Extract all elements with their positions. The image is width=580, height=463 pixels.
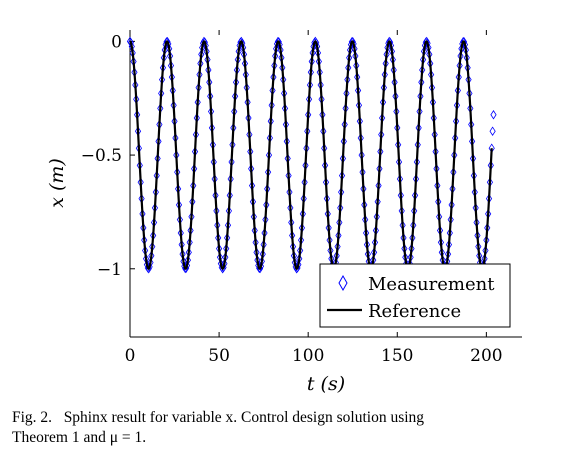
x-tick-label: 50	[208, 346, 230, 366]
reference-series-line	[129, 40, 493, 270]
x-axis-label: t (s)	[307, 373, 345, 395]
legend: Measurement Reference	[319, 263, 511, 328]
x-tick-label: 200	[470, 346, 502, 366]
y-axis-label-text: x (m)	[46, 158, 68, 208]
chart: 0 50 100 150 200 0 −0.5 −1 t (s) x (m) Measurem…	[46, 30, 522, 395]
legend-measurement-label: Measurement	[368, 274, 495, 295]
measurement-point	[490, 110, 497, 120]
y-axis-label: x (m)	[46, 158, 68, 208]
legend-box	[319, 263, 511, 328]
caption-line-1: Fig. 2. Sphinx result for variable x. Co…	[12, 408, 572, 428]
caption-label: Fig. 2.	[12, 409, 53, 426]
caption-line-2: Theorem 1 and μ = 1.	[12, 429, 147, 446]
measurement-point	[164, 36, 171, 47]
figure-caption: Fig. 2. Sphinx result for variable x. Co…	[12, 408, 572, 448]
x-tick-label: 150	[381, 346, 413, 366]
caption-text-1: Sphinx result for variable x. Control de…	[63, 409, 425, 426]
y-tick-label: 0	[111, 32, 122, 52]
legend-reference-label: Reference	[368, 301, 461, 322]
legend-measurement-marker	[338, 274, 348, 292]
measurement-point	[349, 36, 356, 47]
measurement-point	[489, 126, 496, 136]
measurement-point	[295, 259, 302, 270]
y-tick-label: −0.5	[81, 146, 122, 166]
x-axis-label-text: t (s)	[307, 373, 345, 395]
y-tick-label: −1	[97, 260, 122, 280]
measurement-point	[183, 260, 191, 271]
x-tick-label: 0	[125, 346, 136, 366]
x-tick-label: 100	[292, 346, 324, 366]
axis-ticks: 0 50 100 150 200 0 −0.5 −1	[81, 30, 503, 366]
